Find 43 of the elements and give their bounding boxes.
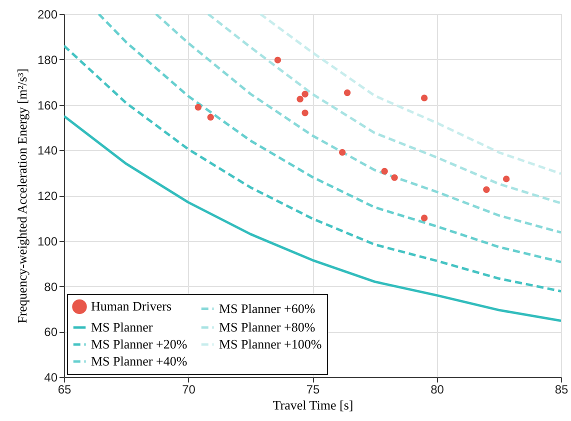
y-tick-label: 80 bbox=[44, 280, 58, 294]
y-tick-label: 100 bbox=[37, 234, 58, 248]
legend-label: Human Drivers bbox=[91, 298, 172, 314]
y-tick-label: 180 bbox=[37, 52, 58, 67]
point bbox=[302, 110, 308, 116]
point bbox=[296, 96, 304, 102]
point bbox=[274, 56, 282, 64]
point bbox=[502, 176, 510, 182]
point bbox=[338, 149, 346, 156]
line-series bbox=[64, 44, 561, 292]
legend-label: MS Planner +60% bbox=[219, 300, 316, 316]
point bbox=[420, 214, 428, 222]
legend-label: MS Planner +20% bbox=[91, 336, 188, 352]
x-tick-label: 75 bbox=[306, 382, 320, 396]
x-tick-label: 85 bbox=[554, 382, 568, 396]
point bbox=[207, 114, 214, 121]
line-series bbox=[154, 14, 561, 234]
line-series bbox=[259, 14, 561, 175]
y-tick-label: 140 bbox=[37, 144, 58, 158]
point bbox=[194, 104, 202, 111]
legend-label: MS Planner bbox=[91, 320, 154, 334]
x-tick-label: 80 bbox=[430, 382, 444, 396]
point bbox=[420, 94, 428, 102]
y-tick-label: 160 bbox=[37, 98, 58, 112]
point bbox=[483, 186, 490, 193]
point bbox=[381, 168, 388, 175]
y-axis-title: Frequency-weighted Acceleration Energy [m²/s³] bbox=[14, 68, 30, 324]
y-tick-label: 120 bbox=[37, 189, 58, 203]
y-tick-label: 40 bbox=[44, 370, 58, 384]
legend-label: MS Planner +100% bbox=[219, 336, 322, 352]
x-tick-label: 70 bbox=[182, 382, 196, 396]
line-series bbox=[98, 14, 561, 264]
y-tick-label: 200 bbox=[37, 8, 58, 22]
legend-label: MS Planner +40% bbox=[91, 354, 188, 368]
point bbox=[391, 174, 398, 181]
point bbox=[302, 90, 308, 98]
legend-label: MS Planner +80% bbox=[219, 320, 316, 334]
x-tick-label: 65 bbox=[58, 382, 72, 396]
y-tick-label: 60 bbox=[44, 325, 58, 340]
line-series bbox=[206, 14, 561, 204]
point bbox=[344, 89, 351, 96]
x-axis-title: Travel Time [s] bbox=[272, 398, 354, 412]
line-series bbox=[64, 114, 561, 322]
